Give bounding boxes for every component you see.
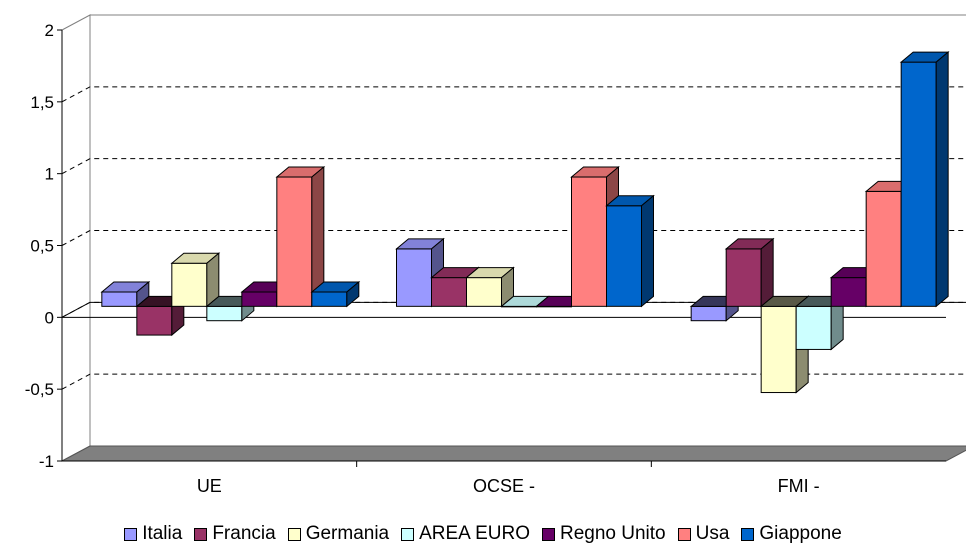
bar-front — [725, 248, 762, 307]
legend-swatch — [541, 527, 555, 541]
bar-front — [276, 176, 313, 307]
gridline — [61, 230, 966, 246]
chart-floor — [61, 445, 966, 462]
bar-front — [865, 190, 902, 307]
bar — [275, 165, 326, 308]
legend-label: Francia — [212, 523, 276, 544]
bar — [170, 252, 221, 308]
legend-label: Usa — [695, 523, 730, 544]
legend-item: Giappone — [741, 523, 842, 545]
legend-item: Usa — [677, 523, 730, 545]
bar — [899, 51, 950, 308]
gridline — [61, 86, 966, 103]
y-tick-label: -0,5 — [25, 380, 54, 399]
bar — [100, 280, 151, 308]
legend-label: AREA EURO — [419, 523, 530, 544]
bar-front — [206, 305, 243, 322]
y-tick-label: -1 — [39, 452, 54, 471]
legend-item: AREA EURO — [401, 523, 530, 545]
y-tick-label: 1,5 — [30, 93, 54, 112]
bar-front — [396, 248, 432, 307]
legend-swatch — [194, 527, 208, 541]
x-category-label: FMI - — [778, 476, 820, 496]
legend-item: Italia — [124, 523, 182, 545]
legend-swatch — [677, 527, 691, 541]
bar-side — [346, 280, 360, 308]
y-tick-label: 1 — [45, 165, 54, 184]
bar-front — [830, 277, 867, 307]
y-tick-label: 0 — [45, 308, 54, 327]
legend-item: Germania — [287, 523, 390, 545]
bar-front — [606, 205, 642, 307]
bar — [724, 237, 775, 308]
bar-chart: 2 1,5 1 0,5 0 -0,5 -1 UE OCSE - FMI - — [25, 14, 966, 496]
bar-front — [690, 305, 727, 322]
legend-swatch — [741, 527, 755, 541]
bar-front — [431, 277, 467, 307]
bar-front — [760, 305, 797, 394]
bar-side — [641, 194, 654, 308]
bar-side — [760, 237, 774, 308]
bar-front — [466, 277, 502, 307]
axis-labels: 2 1,5 1 0,5 0 -0,5 -1 UE OCSE - FMI - — [25, 21, 820, 496]
legend-label: Giappone — [759, 523, 842, 544]
legend-label: Italia — [142, 523, 183, 544]
bar-side — [935, 51, 949, 308]
bar-front — [311, 291, 348, 307]
x-category-label: OCSE - — [473, 476, 535, 496]
y-tick-label: 0,5 — [30, 237, 54, 256]
gridline — [61, 158, 966, 175]
legend-label: Regno Unito — [559, 523, 666, 544]
legend-item: Francia — [194, 523, 276, 545]
bar — [310, 280, 361, 308]
bar-front — [571, 176, 607, 307]
chart-walls — [61, 14, 966, 462]
zero-line-depth — [61, 301, 91, 318]
bars — [100, 51, 950, 394]
gridline — [61, 373, 966, 390]
side-wall — [61, 14, 91, 462]
x-category-label: UE — [197, 476, 222, 496]
bar-front — [900, 61, 937, 307]
legend-item: Regno Unito — [541, 523, 666, 545]
bar — [465, 266, 515, 308]
legend-label: Germania — [305, 523, 390, 544]
bar-front — [171, 262, 208, 307]
y-tick-label: 2 — [45, 21, 54, 40]
bar — [605, 194, 655, 308]
legend: Italia Francia Germania AREA EURO Regno Unit… — [0, 518, 966, 550]
legend-swatch — [287, 527, 301, 541]
legend-swatch — [124, 527, 138, 541]
bar-front — [136, 305, 173, 336]
bar — [794, 295, 845, 351]
bar-front — [241, 291, 278, 307]
bar-front — [101, 291, 138, 307]
legend-swatch — [401, 527, 415, 541]
bar-front — [795, 305, 832, 350]
